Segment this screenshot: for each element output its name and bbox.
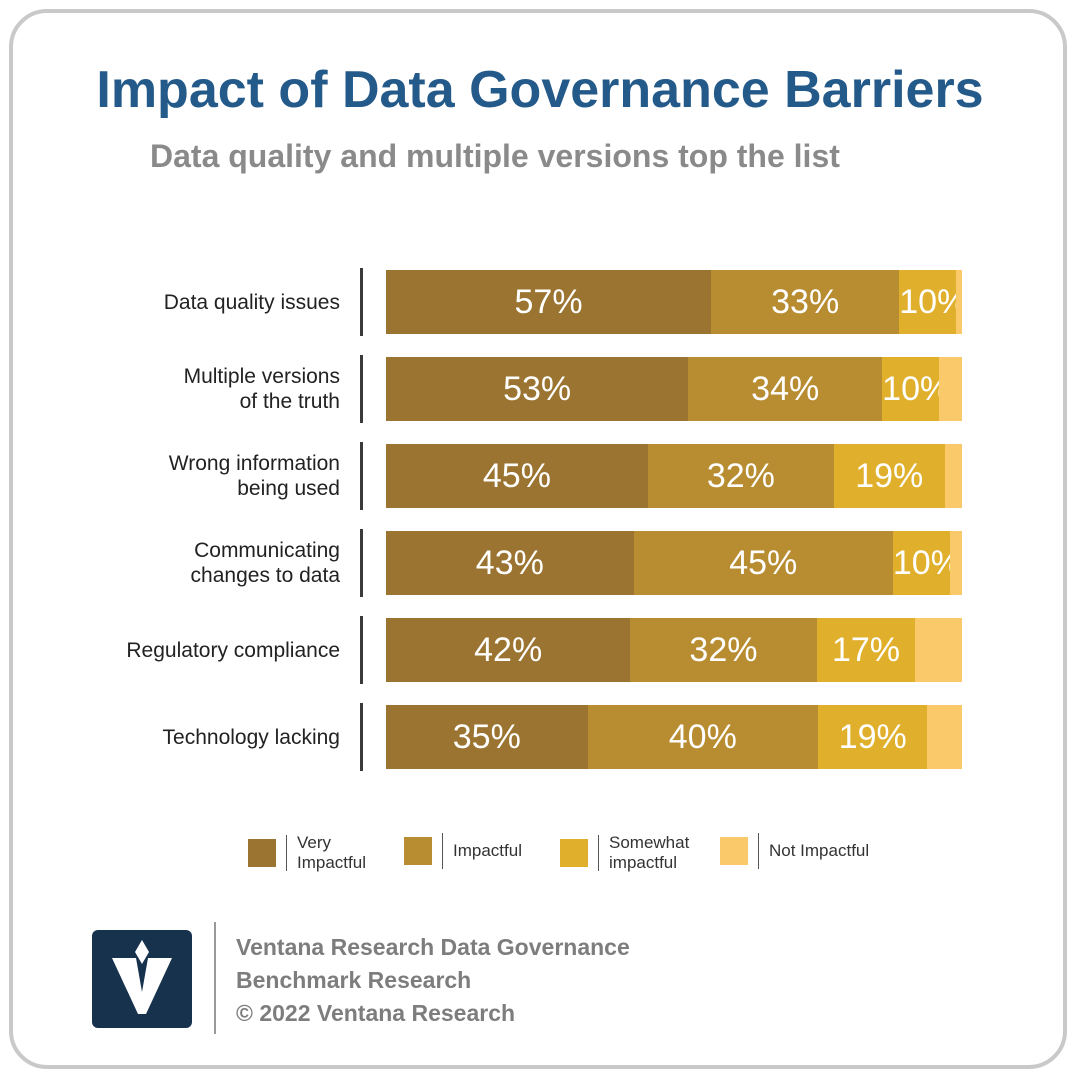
bar-data-label: 10%: [892, 544, 961, 582]
footer-source-line-2: Benchmark Research: [236, 967, 472, 993]
category-label: Wrong information being used: [168, 452, 340, 500]
legend-swatch: [720, 837, 748, 865]
category-label: Technology lacking: [162, 725, 340, 749]
legend-separator: [598, 835, 599, 871]
category-label: Communicating changes to data: [190, 539, 340, 587]
footer-source-line-1: Ventana Research Data Governance: [236, 934, 630, 960]
bar-data-label: 42%: [474, 631, 543, 669]
legend-item: Not Impactful: [720, 833, 869, 869]
bar-segment-very-impactful: [386, 270, 712, 334]
category-label: Regulatory compliance: [126, 638, 340, 662]
legend-separator: [442, 833, 443, 869]
bar-segment-somewhat-impactful: [816, 618, 916, 682]
legend-separator: [286, 835, 287, 871]
axis-tick: [360, 268, 363, 336]
footer-divider: [214, 922, 216, 1034]
category-label: Multiple versions of the truth: [183, 365, 340, 413]
bar-segment-impactful: [711, 270, 900, 334]
legend-item: Impactful: [404, 833, 522, 869]
legend-swatch: [560, 839, 588, 867]
bar-segment-very-impactful: [386, 531, 634, 595]
bar-data-label: 32%: [689, 631, 758, 669]
ventana-logo-icon: [92, 930, 192, 1028]
legend-swatch: [404, 837, 432, 865]
bar-segment-impactful: [630, 618, 817, 682]
bar-segment-not-impactful: [939, 357, 962, 421]
bar-segment-very-impactful: [386, 357, 689, 421]
bar-data-label: 17%: [831, 631, 901, 669]
bar-segment-not-impactful: [944, 444, 962, 508]
axis-tick: [360, 616, 363, 684]
bar-segment-not-impactful: [927, 705, 962, 769]
bar-data-label: 19%: [838, 718, 907, 756]
legend-label: Impactful: [453, 841, 522, 860]
bar-segment-somewhat-impactful: [834, 444, 945, 508]
bar-data-label: 40%: [668, 718, 737, 756]
bar-segment-somewhat-impactful: [899, 270, 957, 334]
bar-data-label: 35%: [452, 718, 521, 756]
axis-tick: [360, 355, 363, 423]
legend-separator: [758, 833, 759, 869]
legend-item: Very Impactful: [248, 833, 366, 873]
bar-segment-not-impactful: [915, 618, 962, 682]
bar-data-label: 57%: [514, 283, 583, 321]
legend-label: Somewhat impactful: [609, 833, 690, 872]
legend-label: Not Impactful: [769, 841, 870, 860]
chart-subtitle: Data quality and multiple versions top t…: [150, 138, 840, 174]
bar-data-label: 43%: [475, 544, 544, 582]
bar-segment-impactful: [587, 705, 818, 769]
axis-tick: [360, 703, 363, 771]
footer-copyright: © 2022 Ventana Research: [236, 1000, 516, 1026]
bar-data-label: 10%: [899, 283, 968, 321]
bar-segment-not-impactful: [950, 531, 962, 595]
bar-data-label: 45%: [482, 457, 551, 495]
bar-data-label: 10%: [882, 370, 951, 408]
legend-label: Very Impactful: [297, 833, 366, 872]
bar-segment-impactful: [647, 444, 834, 508]
bar-segment-not-impactful: [956, 270, 962, 334]
bar-segment-impactful: [688, 357, 883, 421]
legend-item: Somewhat impactful: [560, 833, 689, 873]
bar-segment-somewhat-impactful: [882, 357, 940, 421]
bar-segment-impactful: [633, 531, 893, 595]
bar-data-label: 32%: [706, 457, 775, 495]
bar-segment-very-impactful: [386, 618, 631, 682]
bar-data-label: 33%: [771, 283, 840, 321]
axis-tick: [360, 529, 363, 597]
bar-data-label: 34%: [751, 370, 820, 408]
category-label: Data quality issues: [163, 290, 340, 314]
bar-segment-somewhat-impactful: [818, 705, 928, 769]
bar-segment-very-impactful: [386, 705, 588, 769]
chart-title: Impact of Data Governance Barriers: [96, 61, 984, 119]
bar-data-label: 45%: [729, 544, 798, 582]
legend-swatch: [248, 839, 276, 867]
bar-segment-somewhat-impactful: [892, 531, 951, 595]
bar-data-label: 53%: [503, 370, 572, 408]
axis-tick: [360, 442, 363, 510]
bar-segment-very-impactful: [386, 444, 648, 508]
bar-data-label: 19%: [855, 457, 924, 495]
